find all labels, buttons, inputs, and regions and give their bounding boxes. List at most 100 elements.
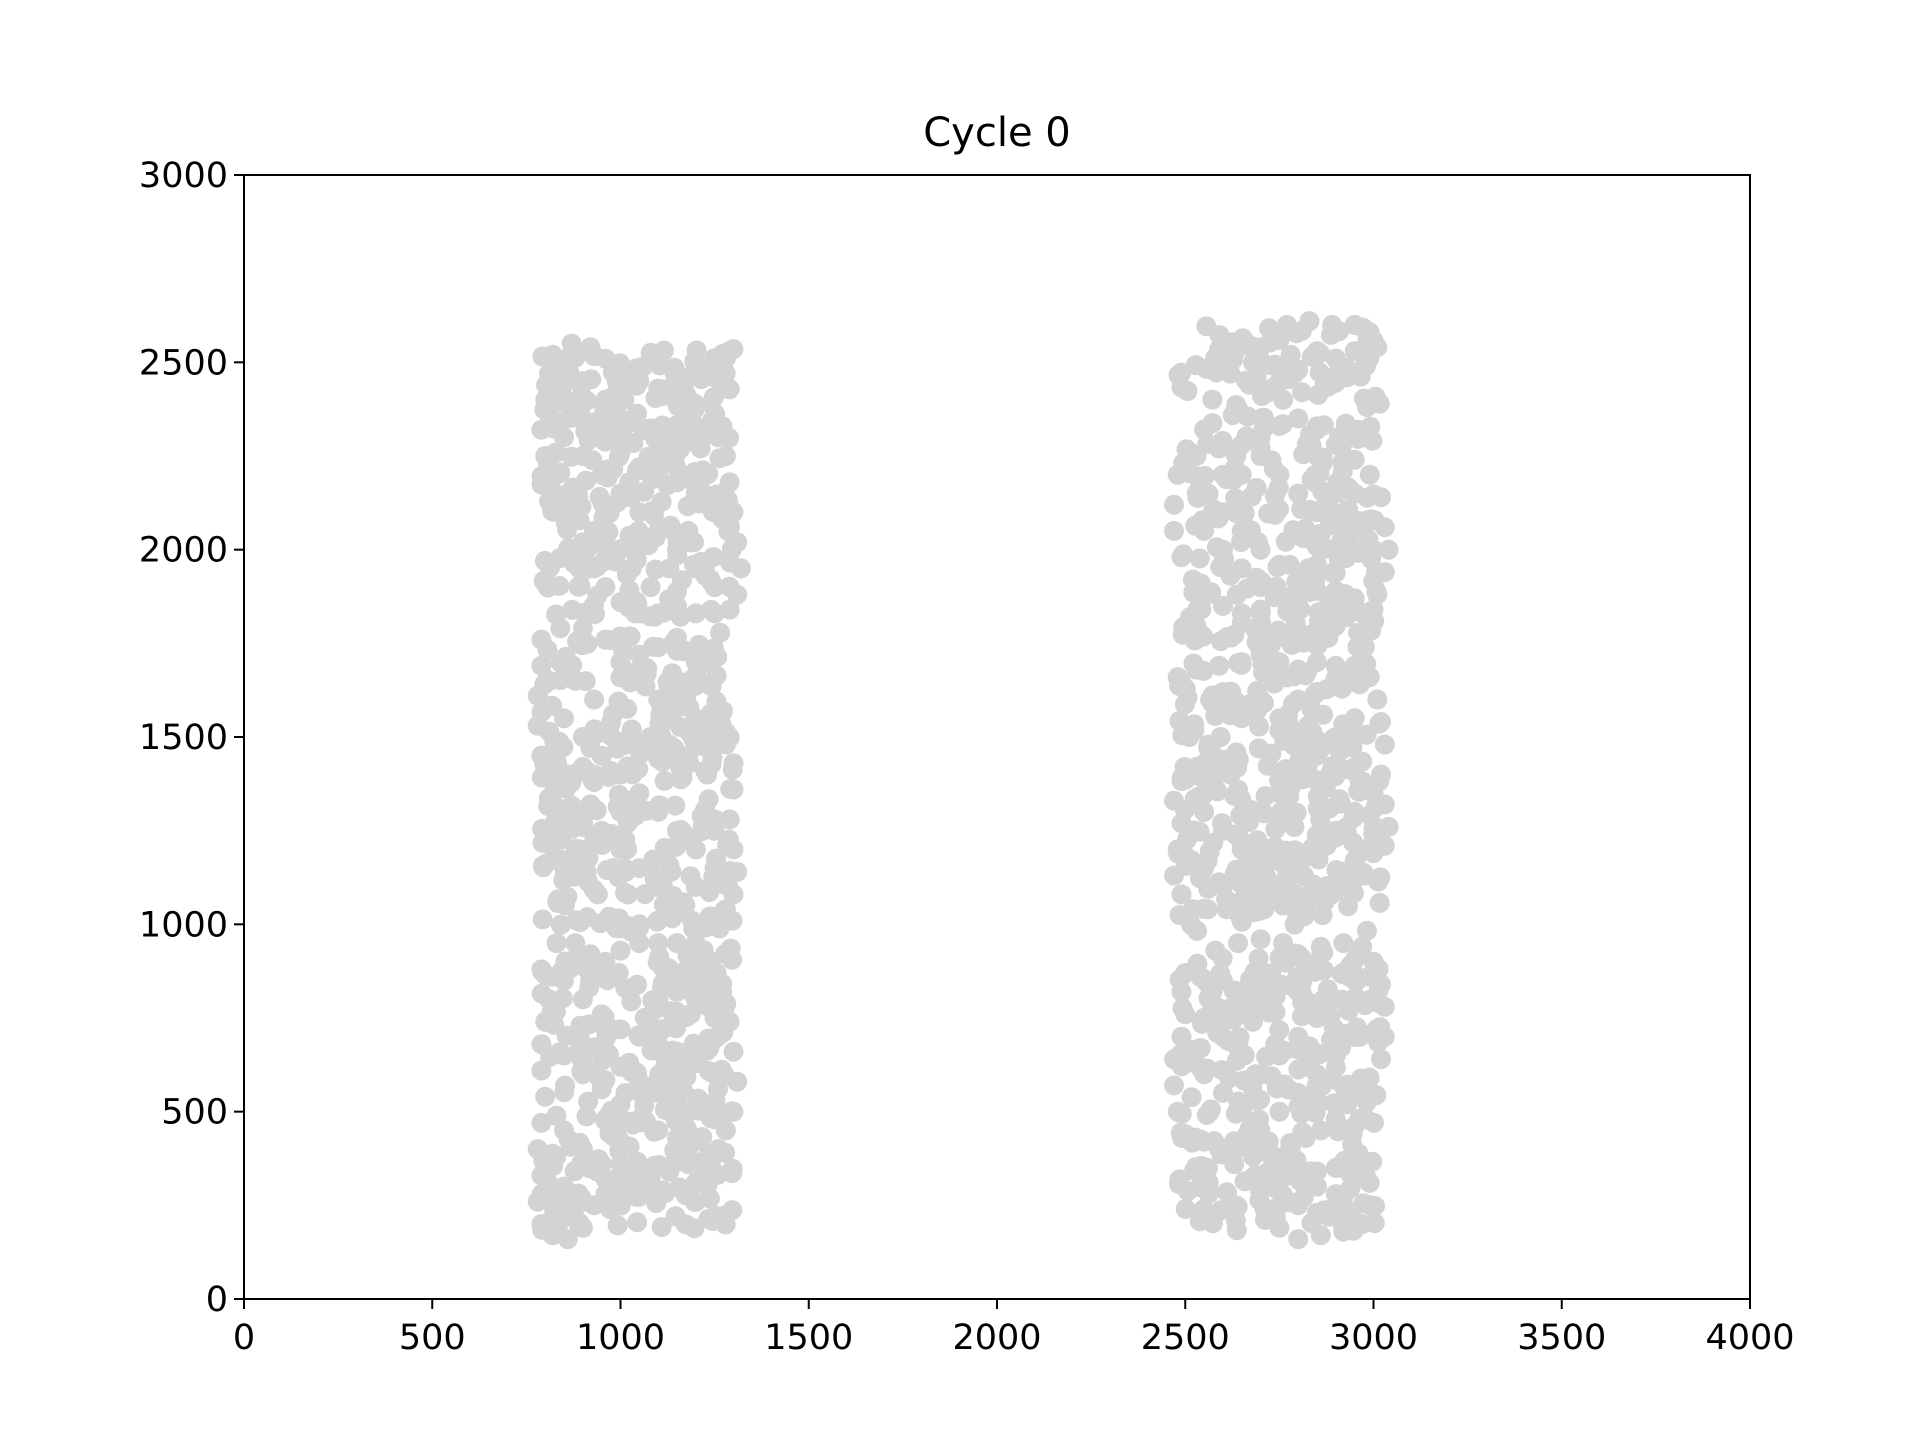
data-point (580, 794, 601, 815)
data-point (1284, 817, 1305, 837)
plot-area (244, 175, 1750, 1299)
data-point (1211, 1200, 1231, 1221)
data-point (654, 711, 675, 732)
data-point (1269, 708, 1290, 729)
data-point (646, 1193, 667, 1213)
data-point (1359, 464, 1380, 485)
data-point (640, 1169, 661, 1190)
data-point (669, 1177, 690, 1198)
data-point (1212, 1082, 1233, 1103)
data-point (1359, 667, 1380, 688)
data-point (649, 1064, 670, 1085)
data-point (595, 1184, 616, 1205)
data-point (1337, 367, 1358, 388)
data-point (1269, 783, 1290, 804)
data-point (1250, 577, 1271, 598)
data-point (648, 876, 669, 897)
data-point (1217, 627, 1238, 647)
data-point (719, 809, 740, 830)
data-point (667, 891, 687, 912)
data-point (1333, 1221, 1354, 1242)
data-point (546, 1105, 567, 1126)
data-point (531, 419, 552, 440)
data-point (667, 595, 687, 616)
data-point (1169, 1169, 1190, 1190)
data-point (704, 603, 725, 624)
data-point (1307, 652, 1327, 673)
data-point (1344, 520, 1365, 541)
data-point (622, 526, 643, 547)
data-point (1371, 1049, 1391, 1070)
data-point (1250, 599, 1271, 620)
data-point (667, 820, 687, 841)
data-point (531, 1034, 552, 1055)
data-point (1197, 899, 1218, 920)
data-point (1273, 1146, 1294, 1167)
data-point (685, 359, 706, 380)
data-point (1374, 734, 1395, 755)
data-point (1356, 1109, 1377, 1130)
data-point (723, 1041, 744, 1062)
data-point (1280, 344, 1301, 365)
data-point (627, 974, 648, 995)
data-point (1307, 419, 1327, 440)
data-point (1164, 494, 1184, 515)
data-point (572, 1139, 593, 1160)
data-point (1329, 789, 1350, 810)
data-point (610, 1094, 631, 1115)
data-point (1250, 427, 1271, 448)
data-point (1212, 502, 1233, 523)
data-point (661, 861, 682, 882)
data-point (1288, 659, 1309, 680)
data-point (1212, 539, 1233, 560)
data-point (1234, 1171, 1255, 1192)
data-point (554, 427, 574, 448)
data-point (1228, 333, 1248, 354)
data-point (1363, 599, 1384, 620)
data-point (723, 839, 744, 860)
data-point (1307, 1161, 1327, 1182)
data-point (1363, 783, 1384, 804)
data-point (667, 539, 687, 560)
data-point (700, 674, 721, 695)
data-point (569, 1039, 590, 1060)
data-point (1307, 1008, 1327, 1028)
data-point (1171, 768, 1192, 789)
data-point (667, 933, 687, 954)
data-point (629, 644, 650, 665)
data-point (614, 389, 635, 410)
data-point (1250, 836, 1271, 857)
data-point (707, 646, 728, 667)
data-point (1345, 987, 1366, 1008)
data-point (722, 1163, 743, 1183)
data-point (1344, 708, 1365, 729)
data-point (629, 502, 650, 523)
data-point (1348, 780, 1369, 801)
data-point (546, 464, 567, 485)
data-point (1250, 689, 1271, 710)
data-point (1352, 936, 1373, 957)
data-point (640, 727, 661, 747)
data-point (591, 745, 612, 766)
data-point (1269, 1020, 1290, 1041)
data-point (1250, 1064, 1271, 1085)
data-point (610, 442, 631, 463)
data-point (1167, 839, 1188, 860)
data-point (1231, 464, 1252, 485)
data-point (1202, 413, 1223, 434)
data-point (629, 858, 650, 879)
data-point (1167, 667, 1188, 688)
data-point (621, 558, 642, 579)
data-point (1344, 801, 1365, 822)
data-point (538, 796, 559, 816)
data-point (1269, 1217, 1290, 1238)
data-point (629, 457, 650, 478)
data-point (1269, 464, 1290, 485)
data-point (1167, 1101, 1188, 1122)
data-point (1325, 1157, 1346, 1178)
data-point (1366, 1085, 1387, 1106)
data-point (1367, 337, 1388, 358)
data-point (584, 558, 605, 579)
data-point (1212, 348, 1233, 369)
data-point (1339, 419, 1360, 440)
